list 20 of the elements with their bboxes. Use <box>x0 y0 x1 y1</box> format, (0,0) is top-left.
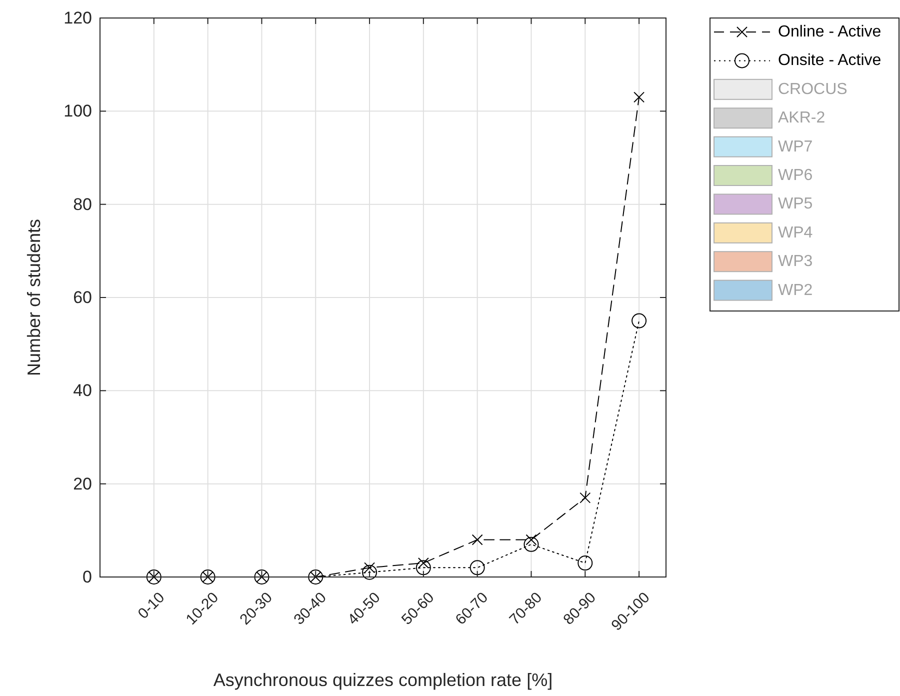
y-tick-label: 60 <box>73 288 92 307</box>
y-tick-label: 0 <box>82 568 92 586</box>
y-tick-label: 100 <box>64 102 92 121</box>
x-axis-title: Asynchronous quizzes completion rate [%] <box>213 670 553 690</box>
y-tick-label: 120 <box>64 8 92 28</box>
y-axis-title: Number of students <box>24 218 44 376</box>
legend-label: AKR-2 <box>778 110 826 127</box>
legend-label: WP4 <box>778 224 813 242</box>
legend-label: WP6 <box>778 167 813 184</box>
legend-label: Online - Active <box>778 24 882 40</box>
y-tick-label: 40 <box>73 381 92 400</box>
y-tick-label: 80 <box>73 194 92 214</box>
legend-label: CROCUS <box>778 80 848 98</box>
y-tick-label: 20 <box>73 474 92 494</box>
x-tick-label: 0-10 <box>134 589 168 622</box>
legend-label: WP5 <box>778 196 813 213</box>
legend-label: WP7 <box>778 138 813 156</box>
legend-label: WP3 <box>778 253 813 270</box>
legend-label: Onsite - Active <box>778 52 882 70</box>
legend-label: WP2 <box>778 282 813 299</box>
